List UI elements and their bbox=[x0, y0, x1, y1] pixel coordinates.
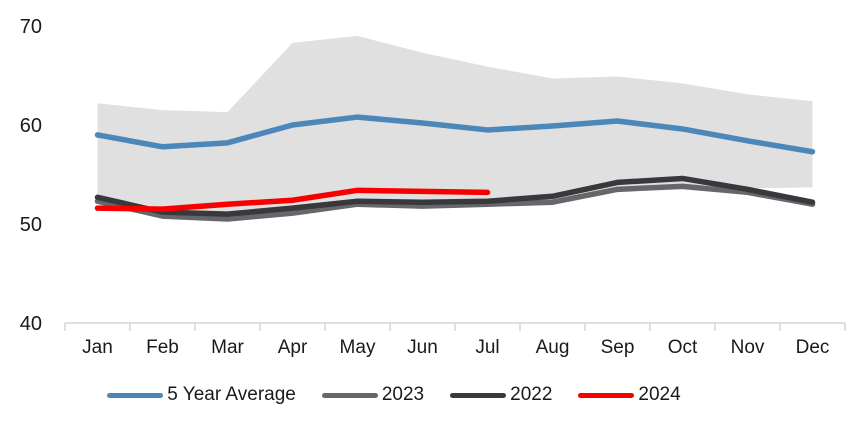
series-line-5-year-average bbox=[94, 114, 816, 155]
legend-swatch-2022 bbox=[450, 392, 507, 398]
series-line-2023 bbox=[94, 183, 816, 222]
y-tick-label: 50 bbox=[20, 214, 42, 236]
x-tick-label: Oct bbox=[668, 337, 698, 358]
x-tick-label: Feb bbox=[146, 337, 179, 358]
x-tick-label: May bbox=[340, 337, 376, 358]
y-tick-label: 40 bbox=[20, 313, 42, 335]
x-tick-label: Nov bbox=[731, 337, 765, 358]
x-tick-label: Dec bbox=[796, 337, 830, 358]
x-tick-label: Aug bbox=[536, 337, 570, 358]
x-tick-label: Apr bbox=[278, 337, 308, 358]
legend-item-2023: 2023 bbox=[321, 384, 425, 406]
legend-swatch-5-year-average bbox=[107, 392, 164, 398]
series-line-2024 bbox=[94, 187, 491, 212]
x-tick-label: Jul bbox=[475, 337, 499, 358]
legend-item-2022: 2022 bbox=[450, 384, 552, 406]
x-tick-label: Sep bbox=[601, 337, 635, 358]
legend-label-5-year-average: 5 Year Average bbox=[167, 384, 296, 405]
y-tick-label: 70 bbox=[20, 16, 42, 38]
legend-swatch-2024 bbox=[578, 392, 635, 398]
legend-label-2023: 2023 bbox=[381, 384, 425, 405]
legend-item-5-year-average: 5 Year Average bbox=[107, 384, 296, 406]
y-tick-label: 60 bbox=[20, 115, 42, 137]
x-tick-label: Jun bbox=[407, 337, 438, 358]
legend-item-2024: 2024 bbox=[578, 384, 681, 406]
legend-label-2022: 2022 bbox=[510, 384, 553, 405]
legend: 5 Year Average 2023 2022 2024 bbox=[0, 384, 820, 406]
x-tick-label: Jan bbox=[82, 337, 113, 358]
legend-swatch-2023 bbox=[321, 392, 378, 398]
legend-label-2024: 2024 bbox=[638, 384, 681, 405]
series-line-2022 bbox=[94, 175, 816, 217]
x-tick-label: Mar bbox=[211, 337, 244, 358]
